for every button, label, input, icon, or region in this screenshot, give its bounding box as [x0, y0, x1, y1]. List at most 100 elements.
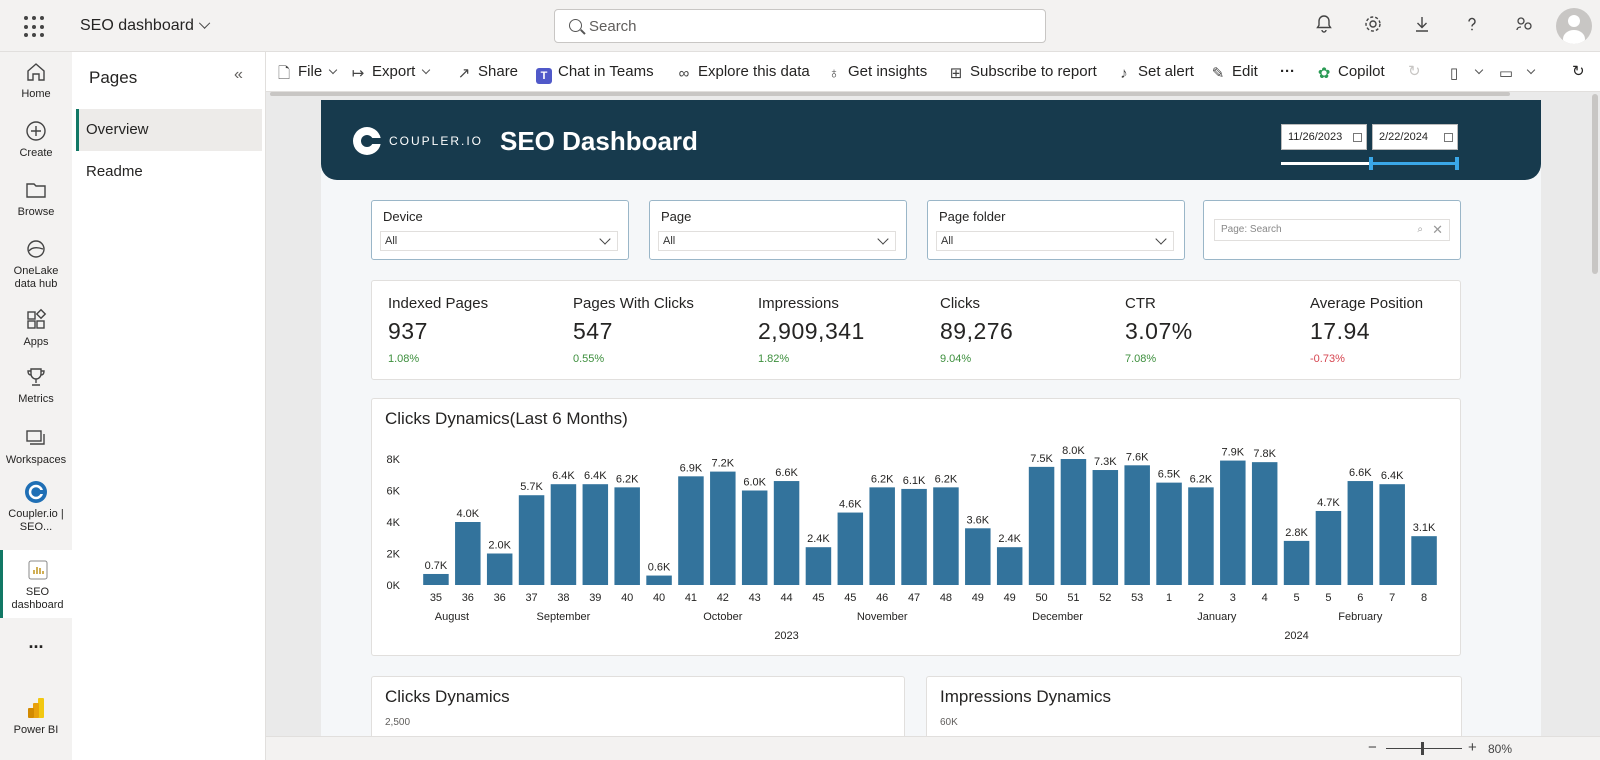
- report-title-menu[interactable]: SEO dashboard: [80, 17, 211, 35]
- get-insights-button[interactable]: ♁ Get insights: [826, 62, 927, 82]
- subscribe-button[interactable]: ⊞ Subscribe to report: [948, 62, 1097, 82]
- rail-item-create[interactable]: Create: [0, 119, 72, 160]
- bar[interactable]: [646, 575, 672, 585]
- bar[interactable]: [614, 487, 640, 585]
- page-filter[interactable]: Page All: [649, 200, 907, 260]
- page-search-slicer[interactable]: Page: Search ⌕ ✕: [1203, 200, 1461, 260]
- settings-gear-icon[interactable]: [1361, 14, 1385, 38]
- bar[interactable]: [1411, 536, 1437, 585]
- global-search[interactable]: [554, 9, 1046, 43]
- explore-data-button[interactable]: ∞ Explore this data: [676, 62, 810, 82]
- bar[interactable]: [1188, 487, 1214, 585]
- bar[interactable]: [1220, 460, 1246, 585]
- rail-more-button[interactable]: ...: [28, 632, 44, 652]
- bar[interactable]: [1028, 466, 1055, 585]
- kpi-delta: 0.55%: [573, 353, 605, 365]
- rail-item-apps[interactable]: Apps: [0, 308, 72, 349]
- bar[interactable]: [1347, 481, 1374, 585]
- chat-in-teams-button[interactable]: T Chat in Teams: [536, 62, 654, 84]
- set-alert-button[interactable]: ♪ Set alert: [1116, 62, 1194, 82]
- bar[interactable]: [518, 495, 545, 585]
- date-range-slider[interactable]: [1281, 157, 1459, 170]
- date-range-start-handle[interactable]: [1369, 157, 1373, 170]
- page-folder-filter[interactable]: Page folder All: [927, 200, 1185, 260]
- bar[interactable]: [741, 490, 768, 586]
- rail-item-browse[interactable]: Browse: [0, 178, 72, 219]
- bar[interactable]: [805, 547, 832, 585]
- bar[interactable]: [901, 488, 927, 585]
- rail-item-metrics[interactable]: Metrics: [0, 365, 72, 406]
- edit-button[interactable]: ✎ Edit: [1210, 62, 1258, 82]
- copilot-button[interactable]: ✿ Copilot: [1316, 62, 1385, 82]
- search-icon[interactable]: ⌕: [1417, 224, 1423, 235]
- bar[interactable]: [965, 528, 991, 585]
- bar[interactable]: [1283, 540, 1310, 585]
- page-search-input[interactable]: Page: Search ⌕ ✕: [1214, 219, 1450, 241]
- user-avatar[interactable]: [1556, 8, 1592, 44]
- app-launcher-icon[interactable]: [24, 16, 46, 38]
- bar[interactable]: [1092, 470, 1119, 585]
- device-filter-select[interactable]: All: [380, 231, 618, 251]
- bar[interactable]: [837, 512, 864, 585]
- bar[interactable]: [1060, 459, 1087, 585]
- clear-icon[interactable]: ✕: [1432, 222, 1443, 237]
- date-to-input[interactable]: 2/22/2024: [1372, 124, 1458, 150]
- page-tab-readme[interactable]: Readme: [86, 163, 143, 180]
- bar[interactable]: [1379, 484, 1405, 585]
- more-options-button[interactable]: ···: [1280, 63, 1295, 80]
- share-button[interactable]: ↗ Share: [456, 62, 518, 82]
- bar[interactable]: [423, 573, 449, 585]
- horizontal-scrollbar[interactable]: [270, 92, 1510, 96]
- view-button[interactable]: ▭: [1498, 62, 1536, 82]
- help-icon[interactable]: [1460, 14, 1484, 38]
- bar[interactable]: [1315, 510, 1342, 585]
- device-filter[interactable]: Device All: [371, 200, 629, 260]
- file-menu-button[interactable]: 🗋 File: [276, 62, 338, 82]
- bar[interactable]: [1251, 462, 1278, 585]
- bar[interactable]: [1124, 465, 1150, 585]
- collapse-pane-icon[interactable]: «: [234, 66, 243, 83]
- bar[interactable]: [486, 553, 513, 586]
- bar[interactable]: [455, 522, 481, 585]
- calendar-icon[interactable]: [1353, 133, 1362, 142]
- clicks-dynamics-chart[interactable]: Clicks Dynamics(Last 6 Months) 0K 2K 4K 6K 8…: [371, 398, 1461, 656]
- zoom-slider-thumb[interactable]: [1421, 742, 1424, 755]
- rail-item-onelake[interactable]: OneLake data hub: [0, 237, 72, 291]
- date-range-end-handle[interactable]: [1455, 157, 1459, 170]
- export-menu-button[interactable]: ↦ Export: [350, 62, 431, 82]
- bar[interactable]: [773, 481, 800, 585]
- clicks-dynamics-small-chart[interactable]: Clicks Dynamics 2,500: [371, 676, 905, 736]
- x-tick-label: 48: [940, 592, 952, 604]
- rail-item-home[interactable]: Home: [0, 60, 72, 101]
- rail-item-coupler-workspace[interactable]: Coupler.io | SEO...: [0, 480, 72, 534]
- reload-icon[interactable]: ↻: [1572, 63, 1585, 80]
- download-icon[interactable]: [1410, 14, 1434, 38]
- rail-item-seo-dashboard[interactable]: SEO dashboard: [0, 550, 72, 618]
- zoom-out-button[interactable]: −: [1368, 739, 1377, 756]
- search-input[interactable]: [589, 16, 1009, 36]
- rail-item-workspaces[interactable]: Workspaces: [0, 426, 72, 467]
- bar[interactable]: [996, 547, 1023, 585]
- page-filter-select[interactable]: All: [658, 231, 896, 251]
- page-tab-overview[interactable]: Overview: [76, 109, 262, 151]
- bar[interactable]: [933, 487, 959, 585]
- date-from-input[interactable]: 11/26/2023: [1281, 124, 1367, 150]
- bar[interactable]: [1156, 482, 1182, 585]
- notifications-icon[interactable]: [1312, 14, 1336, 38]
- bar[interactable]: [678, 476, 704, 585]
- bar[interactable]: [710, 471, 736, 585]
- zoom-slider[interactable]: [1386, 748, 1462, 749]
- zoom-in-button[interactable]: +: [1468, 739, 1477, 756]
- bookmark-button[interactable]: ▯: [1446, 62, 1484, 82]
- calendar-icon[interactable]: [1444, 133, 1453, 142]
- bar[interactable]: [869, 487, 895, 585]
- apps-icon: [24, 308, 48, 332]
- bar[interactable]: [550, 484, 577, 585]
- data-label: 5.7K: [520, 481, 543, 493]
- impressions-dynamics-small-chart[interactable]: Impressions Dynamics 60K: [926, 676, 1462, 736]
- rail-item-powerbi[interactable]: Power BI: [0, 696, 72, 737]
- vertical-scrollbar[interactable]: [1592, 94, 1598, 274]
- bar[interactable]: [582, 484, 609, 585]
- page-folder-filter-select[interactable]: All: [936, 231, 1174, 251]
- feedback-icon[interactable]: [1512, 14, 1536, 38]
